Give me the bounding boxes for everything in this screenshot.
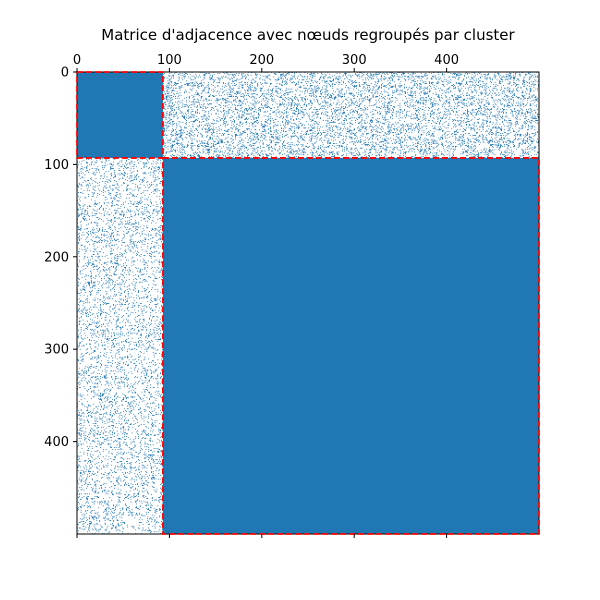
cluster-boundary-0 bbox=[76, 71, 164, 159]
y-tick-label-300: 300 bbox=[44, 343, 69, 358]
x-tick-label-0: 0 bbox=[73, 53, 81, 68]
plot-area bbox=[76, 71, 540, 535]
sparse-block-1-0 bbox=[77, 157, 163, 534]
y-tick-label-100: 100 bbox=[44, 158, 69, 173]
x-tick-label-300: 300 bbox=[342, 53, 367, 68]
x-axis: 0 100 200 300 400 bbox=[73, 53, 459, 538]
x-tick-label-200: 200 bbox=[249, 53, 274, 68]
y-tick-label-0: 0 bbox=[61, 66, 69, 81]
y-tick-label-200: 200 bbox=[44, 250, 69, 265]
x-tick-label-400: 400 bbox=[434, 53, 459, 68]
chart-title: Matrice d'adjacence avec nœuds regroupés… bbox=[101, 26, 515, 44]
adjacency-points-1-0 bbox=[77, 157, 163, 534]
y-axis: 0 100 200 300 400 bbox=[44, 66, 77, 450]
y-tick-label-400: 400 bbox=[44, 435, 69, 450]
x-tick-label-100: 100 bbox=[157, 53, 182, 68]
cluster-boundary-1 bbox=[162, 157, 540, 535]
sparse-block-0-1 bbox=[162, 72, 539, 158]
dense-block-0-0 bbox=[77, 72, 163, 158]
adjacency-points-0-1 bbox=[162, 72, 539, 158]
dense-block-1-1 bbox=[162, 157, 539, 534]
